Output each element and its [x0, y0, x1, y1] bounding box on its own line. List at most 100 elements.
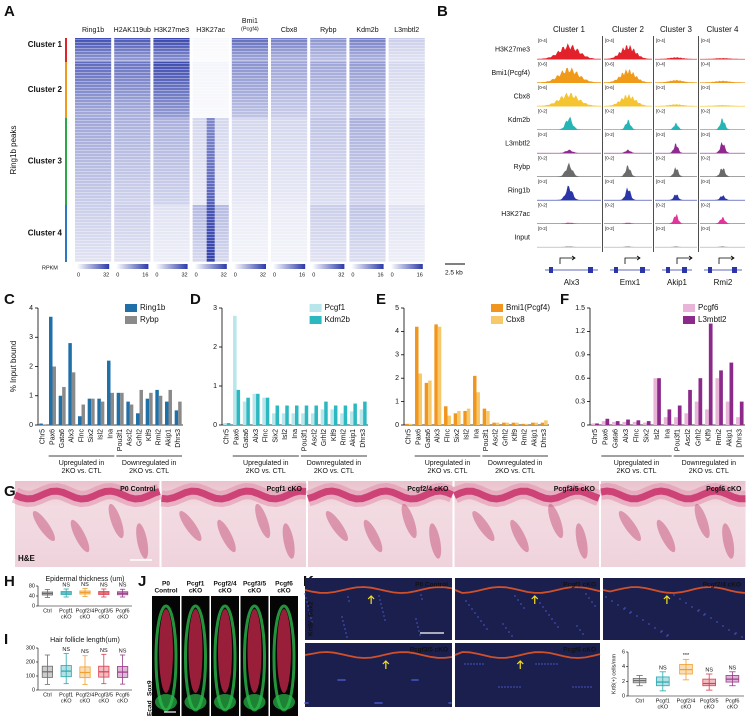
x-tick-label: Gata6	[59, 429, 66, 448]
scale-max: 32	[181, 272, 187, 278]
nucleus	[576, 625, 578, 627]
x-tick-label: Isl2	[464, 429, 471, 440]
bar	[495, 422, 500, 425]
x-tick-label: Klf9	[512, 429, 519, 441]
x-tick-label: cKO	[80, 698, 91, 704]
arrow	[531, 595, 539, 604]
nucleus	[666, 635, 668, 637]
bar	[524, 423, 529, 425]
bar	[540, 422, 545, 425]
bar	[281, 413, 286, 425]
track-range: [0-2]	[701, 203, 710, 208]
nucleus	[703, 614, 705, 616]
bar	[643, 422, 647, 425]
sox9-signal	[188, 609, 203, 693]
x-tick-label: Chr5	[40, 429, 47, 444]
signal-track	[700, 105, 745, 107]
box	[656, 676, 670, 687]
y-tick-label: 0	[395, 422, 399, 429]
gene-name: Alx3	[564, 278, 580, 287]
signal-track	[655, 213, 697, 224]
track-name: Input	[514, 235, 530, 242]
sox9-signal	[247, 609, 262, 693]
tss-arrow	[676, 255, 693, 264]
nucleus	[308, 609, 310, 611]
cluster-header: Cluster 4	[706, 25, 739, 34]
y-tick-label: 0.9	[575, 352, 585, 359]
x-tick-label: Rmi2	[156, 429, 163, 445]
bar	[626, 419, 630, 425]
significance: NS	[659, 665, 667, 671]
bar	[632, 421, 637, 425]
track-range: [0-2]	[656, 179, 665, 184]
signal-track	[537, 116, 601, 130]
nucleus	[551, 618, 553, 620]
track-name: H3K27me3	[495, 47, 530, 54]
hair-follicle	[282, 523, 295, 559]
panel-letter: H	[4, 573, 15, 590]
image-label: Pcgf2/4 cKO	[703, 582, 741, 589]
nucleus	[479, 663, 481, 665]
sox9-signal	[218, 609, 232, 693]
nucleus	[305, 597, 307, 599]
bar	[531, 422, 535, 425]
y-tick-label: 0	[32, 687, 35, 693]
y-tick-label: 1	[213, 383, 217, 390]
nucleus	[304, 593, 306, 595]
tss-arrow	[718, 255, 735, 264]
x-tick-label: Dhrs3	[175, 429, 182, 448]
track-name: Ring1b	[508, 188, 530, 195]
scale-bar	[390, 264, 423, 269]
gene-name: Rmi2	[714, 278, 733, 287]
y-tick-label: 6	[622, 649, 625, 655]
bar	[677, 405, 682, 425]
group-label: 2KO vs. CTL	[246, 468, 286, 475]
signal-track	[655, 79, 697, 83]
y-tick-label: 2	[395, 375, 399, 382]
hair-follicle	[656, 519, 676, 553]
bar	[139, 389, 143, 425]
significance: NS	[81, 582, 89, 588]
nucleus	[504, 686, 506, 688]
nucleus	[575, 686, 577, 688]
x-tick-label: Gata6	[243, 429, 250, 448]
signal-track	[604, 119, 652, 130]
y-tick-label: 200	[26, 659, 35, 665]
chart-title: Hair follicle length(um)	[50, 637, 120, 644]
bar	[424, 382, 429, 425]
legend-label: L3mbtl2	[698, 315, 727, 324]
nucleus	[382, 611, 384, 613]
krt-border	[602, 586, 746, 594]
x-tick-label: Klf9	[146, 429, 153, 441]
nucleus	[416, 622, 418, 624]
hair-follicle	[694, 503, 710, 539]
x-tick-label: cKO	[98, 614, 109, 620]
x-tick-label: Pcgf1	[59, 608, 73, 614]
bar	[363, 401, 367, 425]
nucleus	[417, 679, 419, 681]
legend-label: Pcgf6	[698, 303, 719, 312]
bar	[667, 409, 672, 425]
nucleus	[344, 628, 346, 630]
track-range: [0-6]	[538, 85, 547, 90]
bar	[110, 392, 114, 425]
hair-follicle	[472, 510, 495, 542]
epidermis	[161, 487, 307, 503]
bar	[39, 423, 43, 425]
cluster-label: Cluster 2	[28, 85, 63, 94]
y-tick-label: 300	[26, 645, 35, 651]
track-range: [0-6]	[538, 62, 547, 67]
bar	[698, 378, 703, 425]
track-name: L3mbtl2	[505, 141, 530, 148]
nucleus	[582, 633, 584, 635]
bar	[463, 410, 467, 425]
bar	[314, 405, 318, 425]
bar	[719, 370, 723, 425]
x-tick-label: Akip1	[350, 429, 357, 447]
bar	[428, 380, 432, 425]
x-tick-label: Pcgf6	[116, 608, 130, 614]
track-range: [0-2]	[605, 179, 614, 184]
nucleus	[734, 633, 736, 635]
x-tick-label: cKO	[98, 698, 109, 704]
bar	[502, 422, 506, 425]
